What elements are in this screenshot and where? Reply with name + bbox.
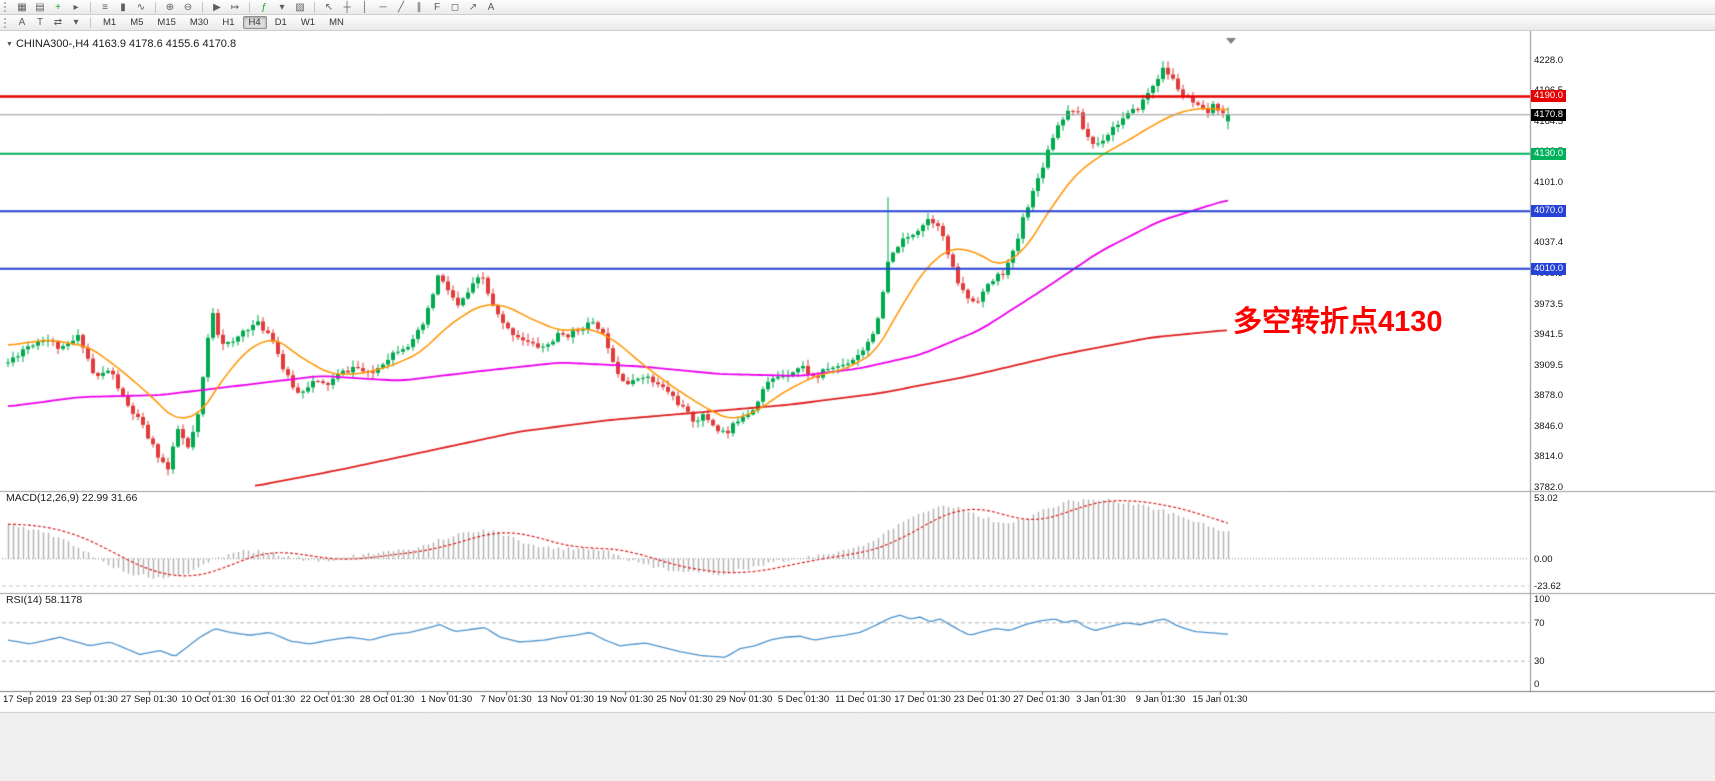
text-icon[interactable]: A xyxy=(487,1,495,13)
timeframe-m5-button[interactable]: M5 xyxy=(130,17,144,28)
timeframe-m1-button[interactable]: M1 xyxy=(103,17,117,28)
price-level-badge[interactable]: 4010.0 xyxy=(1531,262,1567,275)
shapes-icon[interactable]: ◻ xyxy=(450,1,460,13)
text-label-tool-icon[interactable]: T xyxy=(36,17,44,28)
toolbar-separator xyxy=(150,1,156,13)
price-level-badge[interactable]: 4190.0 xyxy=(1531,90,1567,103)
chart-canvas[interactable] xyxy=(0,31,1715,781)
zoom-out-icon[interactable]: ⊖ xyxy=(183,1,193,13)
periods-dropdown-icon[interactable]: ▾ xyxy=(279,1,285,13)
timeframe-w1-button[interactable]: W1 xyxy=(300,17,316,28)
toolbar-separator xyxy=(197,1,203,13)
font-tool-icon[interactable]: A xyxy=(18,17,26,28)
timeframe-h4-button[interactable]: H4 xyxy=(242,16,267,29)
rsi-indicator-label: RSI(14) 58.1178 xyxy=(6,594,83,606)
timeframe-h1-button[interactable]: H1 xyxy=(222,17,235,28)
price-level-badge[interactable]: 4070.0 xyxy=(1531,205,1567,218)
toolbar-periods: A T ⇄ ▾ M1 M5 M15 M30 H1 H4 D1 W1 MN xyxy=(0,15,1715,31)
one-click-trading-toggle-icon[interactable]: ▼ xyxy=(6,41,13,48)
chart-annotation-text[interactable]: 多空转折点4130 xyxy=(1233,306,1443,338)
timeframe-d1-button[interactable]: D1 xyxy=(274,17,287,28)
chart-title-text: CHINA300-,H4 4163.9 4178.6 4155.6 4170.8 xyxy=(15,38,237,50)
templates-icon[interactable]: ▨ xyxy=(295,1,305,13)
crosshair-icon[interactable]: ┼ xyxy=(343,1,351,13)
equidistant-channel-icon[interactable]: ∥ xyxy=(416,1,422,13)
arrows-icon[interactable]: ↗ xyxy=(468,1,478,13)
price-level-badge[interactable]: 4130.0 xyxy=(1531,147,1567,160)
indicators-icon[interactable]: ƒ xyxy=(261,1,267,13)
timeframe-m15-button[interactable]: M15 xyxy=(157,17,176,28)
line-styles-icon[interactable]: ⇄ xyxy=(53,17,63,28)
macd-indicator-label: MACD(12,26,9) 22.99 31.66 xyxy=(6,492,138,504)
toolbar-separator xyxy=(309,1,315,13)
timeframe-m30-button[interactable]: M30 xyxy=(189,17,209,28)
toolbar-main: ▦ ▤ + ▸ ≡ ▮ ∿ ⊕ ⊖ ▶ ↦ ƒ ▾ ▨ ↖ ┼ │ ─ ╱ ∥ F ◻ ↗ A xyxy=(0,0,1715,15)
vertical-line-icon[interactable]: │ xyxy=(361,1,369,13)
bid-price-badge: 4170.8 xyxy=(1531,108,1567,121)
horizontal-line-icon[interactable]: ─ xyxy=(379,1,387,13)
line-mode-icon[interactable]: ∿ xyxy=(136,1,146,13)
toolbar-grip[interactable] xyxy=(4,17,9,28)
candles-mode-icon[interactable]: ▮ xyxy=(120,1,126,13)
new-chart-icon[interactable]: ▦ xyxy=(17,1,27,13)
toolbar-grip[interactable] xyxy=(4,2,9,12)
auto-scroll-icon[interactable]: ▶ xyxy=(213,1,221,13)
line-styles-dropdown-icon[interactable]: ▾ xyxy=(73,17,79,28)
cursor-icon[interactable]: ↖ xyxy=(324,1,334,13)
profiles-icon[interactable]: ▤ xyxy=(35,1,45,13)
toolbar-separator xyxy=(85,17,91,28)
chart-title: ▼ CHINA300-,H4 4163.9 4178.6 4155.6 4170.… xyxy=(6,38,236,50)
toolbar-separator xyxy=(85,1,91,13)
timeframe-mn-button[interactable]: MN xyxy=(329,17,344,28)
expert-advisors-icon[interactable]: ▸ xyxy=(73,1,79,13)
chart-shift-icon[interactable]: ↦ xyxy=(230,1,240,13)
fibonacci-icon[interactable]: F xyxy=(433,1,441,13)
trendline-icon[interactable]: ╱ xyxy=(397,1,405,13)
zoom-in-icon[interactable]: ⊕ xyxy=(165,1,175,13)
bars-mode-icon[interactable]: ≡ xyxy=(102,1,108,13)
new-order-icon[interactable]: + xyxy=(55,1,61,13)
toolbar-separator xyxy=(244,1,250,13)
